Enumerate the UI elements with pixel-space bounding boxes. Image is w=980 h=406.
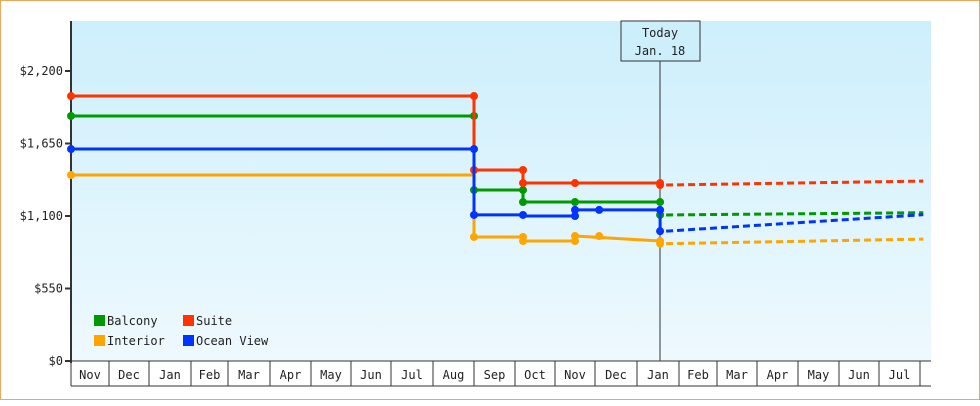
legend-label: Balcony: [107, 314, 158, 328]
x-tick-label: Nov: [564, 368, 586, 382]
x-tick-label: Jul: [889, 368, 911, 382]
x-tick-label: Oct: [524, 368, 546, 382]
legend-swatch: [94, 315, 105, 326]
x-tick-label: Apr: [280, 368, 302, 382]
x-tick-label: Apr: [767, 368, 789, 382]
legend-swatch: [183, 335, 194, 346]
legend-swatch: [183, 315, 194, 326]
x-tick-label: Jan: [159, 368, 181, 382]
y-tick-label: $1,100: [20, 209, 63, 223]
x-tick-label: Jun: [360, 368, 382, 382]
y-axis: $0 $550 $1,100 $1,650 $2,200: [20, 21, 72, 368]
x-tick-label: Dec: [605, 368, 627, 382]
x-tick-label: Aug: [443, 368, 465, 382]
x-tick-label: Sep: [484, 368, 506, 382]
legend-item-suite: Suite: [183, 314, 232, 328]
data-point[interactable]: [656, 239, 665, 248]
data-point[interactable]: [67, 111, 75, 120]
data-point[interactable]: [470, 145, 478, 154]
y-tick-label: $2,200: [20, 64, 63, 78]
data-point[interactable]: [656, 181, 665, 190]
series-lines: [67, 92, 924, 248]
x-tick-label: Dec: [118, 368, 140, 382]
data-point[interactable]: [519, 186, 527, 195]
data-point[interactable]: [571, 205, 579, 214]
legend-item-balcony: Balcony: [94, 314, 158, 328]
x-tick-label: Nov: [79, 368, 101, 382]
data-point[interactable]: [470, 92, 478, 101]
data-point[interactable]: [571, 232, 579, 241]
data-point[interactable]: [571, 179, 579, 188]
data-point[interactable]: [656, 198, 665, 207]
data-point[interactable]: [67, 145, 75, 154]
today-date: Jan. 18: [635, 44, 686, 58]
data-point[interactable]: [595, 205, 604, 214]
data-point[interactable]: [571, 198, 579, 207]
legend-swatch: [94, 335, 105, 346]
legend-label: Interior: [107, 334, 165, 348]
legend-item-interior: Interior: [94, 334, 165, 348]
legend-label: Ocean View: [196, 334, 269, 348]
y-tick-label: $0: [49, 354, 63, 368]
data-point[interactable]: [519, 198, 527, 207]
data-point[interactable]: [519, 210, 527, 219]
data-point[interactable]: [519, 237, 527, 246]
x-tick-label: Mar: [726, 368, 748, 382]
data-point[interactable]: [67, 171, 75, 180]
legend-label: Suite: [196, 314, 232, 328]
data-point[interactable]: [470, 232, 478, 241]
x-tick-label: Jan: [647, 368, 669, 382]
y-tick-label: $550: [34, 282, 63, 296]
data-point[interactable]: [571, 212, 579, 220]
x-axis: Nov Dec Jan Feb Mar Apr May Jun Jul Aug Sep Oct Nov D…: [70, 360, 931, 387]
data-point[interactable]: [470, 210, 478, 219]
data-point[interactable]: [519, 179, 527, 188]
x-tick-label: Feb: [687, 368, 709, 382]
x-tick-label: Mar: [238, 368, 260, 382]
x-tick-label: Jul: [401, 368, 423, 382]
legend-item-ocean-view: Ocean View: [183, 334, 269, 348]
today-label: Today: [642, 26, 678, 40]
x-tick-label: May: [808, 368, 830, 382]
x-tick-label: Jun: [848, 368, 870, 382]
x-tick-label: Feb: [199, 368, 221, 382]
legend: Balcony Suite Interior Ocean View: [94, 314, 269, 348]
series-ocean-view: [67, 145, 924, 236]
data-point[interactable]: [519, 165, 527, 174]
x-tick-label: May: [320, 368, 342, 382]
data-point[interactable]: [656, 205, 665, 214]
data-point[interactable]: [656, 227, 665, 236]
data-point[interactable]: [67, 92, 75, 101]
data-point[interactable]: [595, 232, 604, 241]
y-tick-label: $1,650: [20, 137, 63, 151]
